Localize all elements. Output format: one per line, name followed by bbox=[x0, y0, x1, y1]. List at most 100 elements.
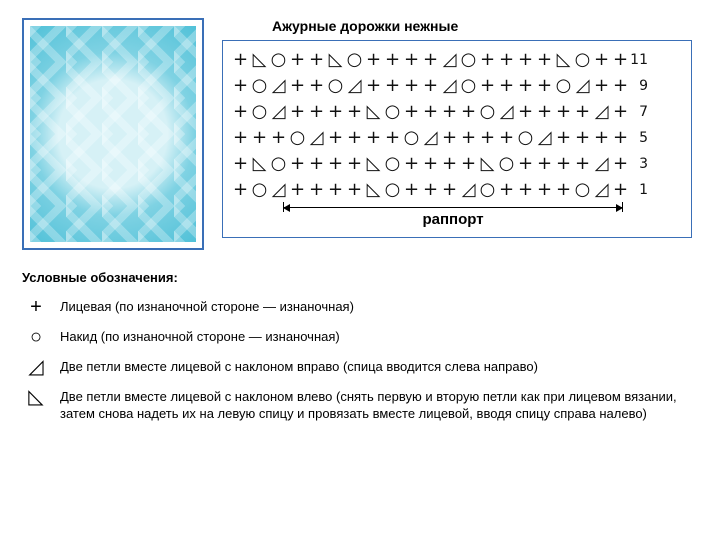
chart-cell: + bbox=[497, 125, 516, 151]
chart-cell: ○ bbox=[459, 47, 478, 73]
legend-symbol: ◺ bbox=[22, 387, 50, 407]
knitting-chart: +◺○++◺○++++◿○++++◺○++11+○◿++○◿++++◿○++++… bbox=[231, 47, 673, 203]
chart-cell: + bbox=[497, 47, 516, 73]
chart-cell: + bbox=[535, 73, 554, 99]
chart-cell: ◿ bbox=[459, 177, 478, 203]
chart-cell: + bbox=[326, 151, 345, 177]
chart-cell: ○ bbox=[383, 177, 402, 203]
rapport-label: раппорт bbox=[283, 211, 623, 228]
chart-cell: + bbox=[231, 125, 250, 151]
chart-cell: + bbox=[554, 177, 573, 203]
chart-cell: + bbox=[421, 99, 440, 125]
chart-cell: + bbox=[307, 73, 326, 99]
chart-cell: + bbox=[288, 99, 307, 125]
chart-cell: + bbox=[307, 99, 326, 125]
chart-cell: ◿ bbox=[497, 99, 516, 125]
chart-cell: + bbox=[516, 177, 535, 203]
chart-cell: ○ bbox=[516, 125, 535, 151]
chart-cell: + bbox=[421, 177, 440, 203]
chart-frame: +◺○++◺○++++◿○++++◺○++11+○◿++○◿++++◿○++++… bbox=[222, 40, 692, 238]
chart-cell: ◺ bbox=[326, 47, 345, 73]
chart-cell: ○ bbox=[478, 99, 497, 125]
chart-cell: + bbox=[516, 151, 535, 177]
chart-cell: ◺ bbox=[364, 151, 383, 177]
chart-cell: + bbox=[364, 47, 383, 73]
chart-cell: ◿ bbox=[421, 125, 440, 151]
chart-cell: ◿ bbox=[269, 99, 288, 125]
chart-cell: + bbox=[402, 151, 421, 177]
chart-cell: ○ bbox=[269, 47, 288, 73]
chart-cell: + bbox=[307, 47, 326, 73]
chart-cell: + bbox=[288, 151, 307, 177]
chart-row-number: 11 bbox=[630, 47, 648, 73]
chart-cell: + bbox=[364, 73, 383, 99]
chart-cell: + bbox=[573, 125, 592, 151]
chart-cell: + bbox=[440, 99, 459, 125]
chart-cell: ○ bbox=[402, 125, 421, 151]
chart-cell: + bbox=[231, 151, 250, 177]
legend-symbol: ○ bbox=[22, 327, 50, 347]
chart-cell: + bbox=[326, 99, 345, 125]
chart-cell: ◺ bbox=[364, 99, 383, 125]
chart-cell: + bbox=[421, 151, 440, 177]
chart-cell: + bbox=[250, 125, 269, 151]
chart-cell: + bbox=[497, 73, 516, 99]
chart-cell: + bbox=[535, 151, 554, 177]
chart-cell: + bbox=[440, 177, 459, 203]
chart-cell: + bbox=[345, 151, 364, 177]
chart-cell: ◺ bbox=[478, 151, 497, 177]
chart-cell: + bbox=[421, 73, 440, 99]
chart-row-number: 7 bbox=[630, 99, 648, 125]
chart-cell: ○ bbox=[573, 47, 592, 73]
chart-cell: + bbox=[573, 99, 592, 125]
chart-cell: ◿ bbox=[269, 177, 288, 203]
chart-cell: ◺ bbox=[250, 47, 269, 73]
chart-cell: + bbox=[402, 99, 421, 125]
chart-cell: + bbox=[459, 99, 478, 125]
chart-cell: ○ bbox=[250, 99, 269, 125]
chart-cell: + bbox=[402, 47, 421, 73]
chart-cell: ○ bbox=[250, 177, 269, 203]
chart-cell: + bbox=[611, 125, 630, 151]
chart-cell: ○ bbox=[573, 177, 592, 203]
rapport-indicator: раппорт bbox=[283, 205, 623, 233]
chart-cell: + bbox=[383, 47, 402, 73]
chart-cell: + bbox=[383, 125, 402, 151]
chart-cell: + bbox=[326, 125, 345, 151]
legend-symbol: ◿ bbox=[22, 357, 50, 377]
chart-cell: + bbox=[592, 73, 611, 99]
chart-cell: ○ bbox=[250, 73, 269, 99]
chart-cell: + bbox=[478, 47, 497, 73]
chart-cell: + bbox=[554, 125, 573, 151]
chart-row-number: 1 bbox=[630, 177, 648, 203]
legend-description: Две петли вместе лицевой с наклоном влев… bbox=[60, 389, 694, 423]
chart-cell: + bbox=[307, 151, 326, 177]
chart-cell: ○ bbox=[478, 177, 497, 203]
chart-cell: + bbox=[459, 151, 478, 177]
chart-cell: + bbox=[364, 125, 383, 151]
chart-cell: + bbox=[497, 177, 516, 203]
chart-cell: + bbox=[288, 47, 307, 73]
pattern-title: Ажурные дорожки нежные bbox=[272, 18, 694, 34]
chart-cell: ◿ bbox=[573, 73, 592, 99]
chart-cell: ○ bbox=[345, 47, 364, 73]
chart-cell: + bbox=[554, 99, 573, 125]
chart-cell: ◿ bbox=[269, 73, 288, 99]
chart-cell: ◺ bbox=[554, 47, 573, 73]
chart-cell: ◺ bbox=[250, 151, 269, 177]
chart-cell: ○ bbox=[554, 73, 573, 99]
chart-cell: + bbox=[288, 73, 307, 99]
legend-description: Накид (по изнаночной стороне — изнаночна… bbox=[60, 329, 694, 346]
chart-cell: + bbox=[421, 47, 440, 73]
chart-cell: + bbox=[440, 125, 459, 151]
chart-cell: + bbox=[402, 177, 421, 203]
chart-cell: + bbox=[535, 47, 554, 73]
chart-cell: ◿ bbox=[440, 73, 459, 99]
chart-cell: + bbox=[326, 177, 345, 203]
chart-cell: ◿ bbox=[440, 47, 459, 73]
chart-cell: + bbox=[535, 99, 554, 125]
chart-cell: ○ bbox=[459, 73, 478, 99]
chart-cell: ○ bbox=[497, 151, 516, 177]
chart-cell: ◿ bbox=[592, 99, 611, 125]
chart-cell: + bbox=[440, 151, 459, 177]
